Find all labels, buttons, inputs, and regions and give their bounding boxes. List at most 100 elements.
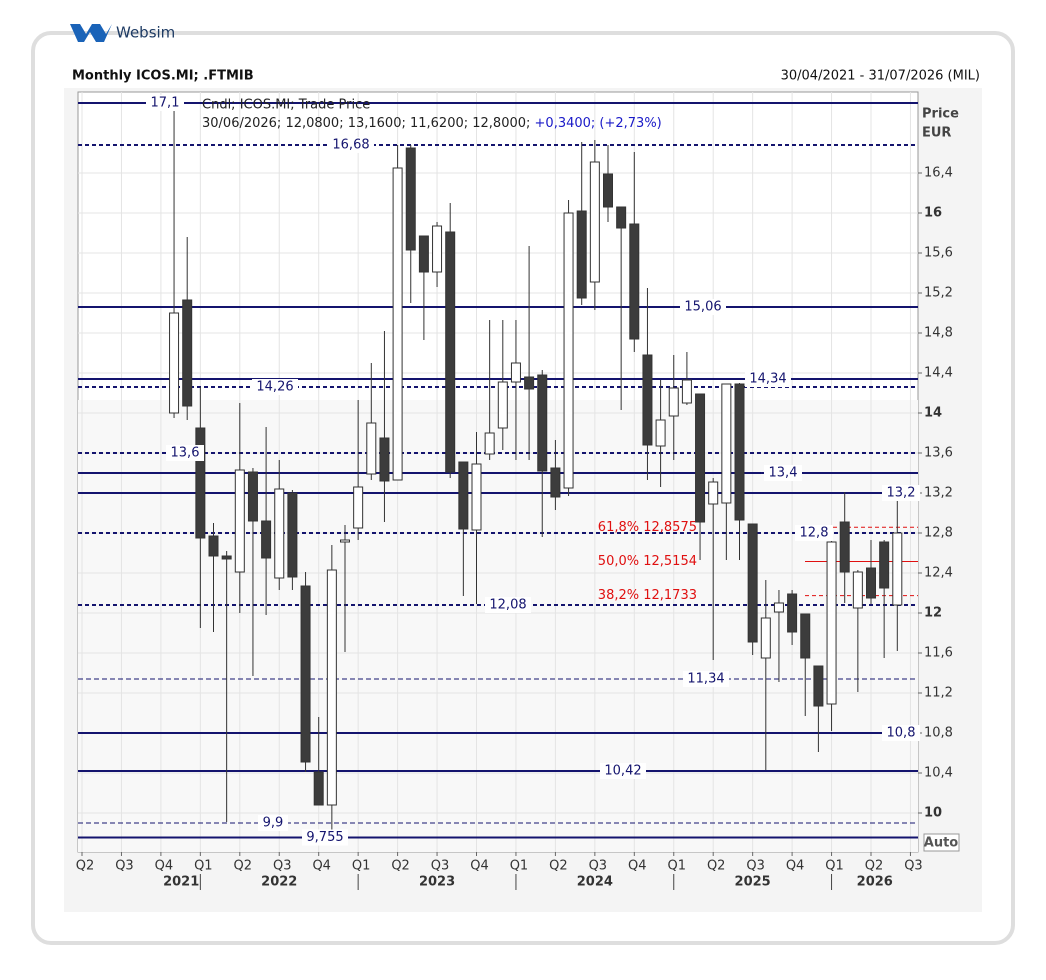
candle-body <box>550 467 561 498</box>
x-tick-label: Q3 <box>115 859 134 874</box>
candle-body <box>169 312 180 414</box>
y-tick-label: 10,8 <box>924 726 953 741</box>
y-axis-label: EUR <box>922 126 951 141</box>
candle-body <box>340 539 350 543</box>
candle-body <box>221 555 232 560</box>
candle-body <box>405 147 416 251</box>
candle-body <box>353 486 364 529</box>
year-label: 2022 <box>261 875 297 890</box>
level-label-bg <box>680 299 726 315</box>
x-tick-label: Q4 <box>786 859 805 874</box>
candle-body <box>655 419 666 447</box>
x-tick-label: Q2 <box>234 859 253 874</box>
logo: Websim <box>70 24 175 42</box>
level-label: 12,08 <box>489 598 526 613</box>
level-label-bg <box>745 371 791 387</box>
candle-body <box>182 299 193 407</box>
candle-body <box>537 374 548 472</box>
candle-body <box>392 167 403 481</box>
legend-line: 30/06/2026; 12,0800; 13,1600; 11,6200; 1… <box>202 116 662 131</box>
level-label-bg <box>302 829 348 846</box>
level-label: 17,1 <box>151 96 180 111</box>
level-label: 10,42 <box>604 764 641 779</box>
x-tick-label: Q1 <box>825 859 844 874</box>
candle-body <box>852 571 863 609</box>
level-label-bg <box>600 763 646 779</box>
candle-body <box>616 206 627 229</box>
level-label-bg <box>328 137 374 153</box>
legend-values: 30/06/2026; 12,0800; 13,1600; 11,6200; 1… <box>202 116 530 131</box>
candle-body <box>866 567 876 599</box>
level-label: 16,68 <box>332 138 369 153</box>
scale-mode[interactable]: Auto <box>924 836 959 851</box>
x-tick-label: Q2 <box>865 859 884 874</box>
candle-body <box>418 235 429 273</box>
y-tick-label: 13,2 <box>924 486 953 501</box>
candle-body <box>379 437 390 482</box>
y-tick-label: 13,6 <box>924 446 953 461</box>
y-tick-label: 12,8 <box>924 526 953 541</box>
level-label: 15,06 <box>684 300 721 315</box>
level-label-bg <box>146 95 184 111</box>
candle-body <box>589 161 600 283</box>
level-label: 13,6 <box>171 446 200 461</box>
candle-body <box>326 569 337 806</box>
x-tick-label: Q3 <box>904 859 923 874</box>
candle-body <box>247 471 258 522</box>
candle-body <box>497 381 508 429</box>
candle-body <box>773 602 784 613</box>
candle-body <box>892 532 903 606</box>
year-label: 2023 <box>419 875 455 890</box>
x-tick-label: Q2 <box>707 859 726 874</box>
fib-label: 38,2% 12,1733 <box>598 588 697 603</box>
level-label: 10,8 <box>887 726 916 741</box>
candle-body <box>576 210 587 299</box>
y-tick-label: 14,8 <box>924 326 953 341</box>
x-tick-label: Q1 <box>510 859 529 874</box>
x-tick-label: Q1 <box>194 859 213 874</box>
x-tick-label: Q3 <box>431 859 450 874</box>
level-label: 9,755 <box>306 830 343 845</box>
x-tick-label: Q4 <box>470 859 489 874</box>
candle-body <box>760 617 771 659</box>
y-tick-label: 15,6 <box>924 246 953 261</box>
candle-body <box>800 613 811 659</box>
scale-button[interactable] <box>923 833 960 852</box>
x-tick-label: Q4 <box>628 859 647 874</box>
x-tick-label: Q2 <box>76 859 95 874</box>
candle-body <box>879 541 890 589</box>
candle-body <box>195 427 206 539</box>
candle-body <box>839 521 850 573</box>
labels: 17,1 16,68 15,06 14,34 14,26 13,6 13,4 13,2 12,8… <box>146 95 920 846</box>
y-tick-label: 12,4 <box>924 566 953 581</box>
candles <box>169 103 903 838</box>
level-label: 13,2 <box>887 486 916 501</box>
candle-body <box>208 535 219 557</box>
level-label-bg <box>764 465 802 481</box>
y-tick-label: 14,4 <box>924 366 953 381</box>
level-label: 13,4 <box>769 466 798 481</box>
x-tick-label: Q2 <box>549 859 568 874</box>
year-label: 2025 <box>735 875 771 890</box>
candle-body <box>261 520 272 559</box>
candle-body <box>366 422 377 475</box>
chart-title: Monthly ICOS.MI; .FTMIB <box>72 69 254 84</box>
y-tick-label: 14 <box>924 406 942 421</box>
candle-body <box>668 387 679 417</box>
candle-body <box>695 393 706 523</box>
x-tick-label: Q4 <box>155 859 174 874</box>
candle-body <box>458 461 469 530</box>
candle-body <box>813 665 824 707</box>
level-label-bg <box>258 815 288 831</box>
candle-body <box>563 212 574 489</box>
y-tick-label: 16,4 <box>924 166 953 181</box>
candle-body <box>445 231 456 473</box>
level-label-bg <box>683 671 729 687</box>
candle-body <box>234 469 245 573</box>
logo-icon <box>70 24 112 42</box>
candle-body <box>826 541 837 705</box>
candle-body <box>681 379 692 404</box>
level-label-bg <box>882 485 920 501</box>
legend-change: +0,3400; (+2,73%) <box>535 116 662 131</box>
level-label-bg <box>795 525 833 541</box>
